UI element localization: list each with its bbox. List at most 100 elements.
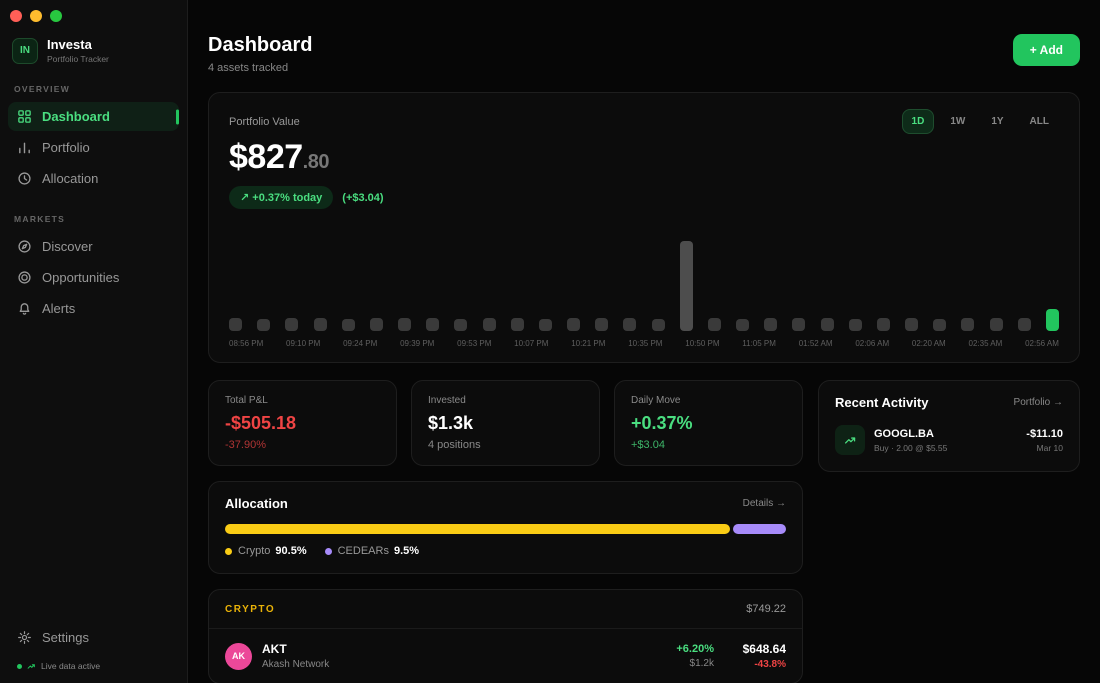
range-button-1y[interactable]: 1Y <box>981 109 1013 134</box>
close-button[interactable] <box>10 10 22 22</box>
app-logo: IN <box>12 37 38 64</box>
minimize-button[interactable] <box>30 10 42 22</box>
live-status: Live data active <box>0 653 187 671</box>
chart-x-labels: 08:56 PM 09:10 PM 09:24 PM 09:39 PM 09:53 PM… <box>229 339 1059 348</box>
chart-bar <box>623 318 637 331</box>
legend-name: Crypto <box>238 545 271 557</box>
chart-bar <box>482 318 496 331</box>
chart-x-label: 02:06 AM <box>855 339 890 348</box>
chart-bar <box>905 318 919 331</box>
sidebar-item-label: Alerts <box>42 301 76 316</box>
app-name: Investa <box>47 37 92 52</box>
sidebar-item-allocation[interactable]: Allocation <box>8 164 179 193</box>
chart-bar <box>454 319 468 331</box>
chart-bar <box>933 319 947 331</box>
section-label-overview: OVERVIEW <box>14 84 71 94</box>
clock-icon <box>18 172 31 185</box>
activity-amount: -$11.10 <box>1026 427 1063 440</box>
chart-bars <box>229 239 1059 331</box>
activity-item-googl[interactable]: GOOGL.BA Buy · 2.00 @ $5.55 -$11.10 Mar … <box>835 425 1063 455</box>
grid-icon <box>18 110 31 123</box>
chart-x-label: 08:56 PM <box>229 339 264 348</box>
sidebar-item-alerts[interactable]: Alerts <box>8 294 179 323</box>
sidebar-item-opportunities[interactable]: Opportunities <box>8 263 179 292</box>
portfolio-link[interactable]: Portfolio → <box>1013 397 1063 408</box>
activity-date: Mar 10 <box>1036 442 1063 453</box>
chart-x-label: 11:05 PM <box>742 339 776 348</box>
sidebar-item-settings[interactable]: Settings <box>8 623 179 652</box>
stat-value: $1.3k <box>428 413 474 433</box>
sidebar: IN Investa Portfolio Tracker OVERVIEW Da… <box>0 0 188 683</box>
chart-bar <box>792 318 806 331</box>
chart-x-label: 10:35 PM <box>628 339 663 348</box>
range-button-all[interactable]: ALL <box>1020 109 1059 134</box>
stat-sub: 4 positions <box>428 439 481 451</box>
stat-value: -$505.18 <box>225 413 297 433</box>
zoom-button[interactable] <box>50 10 62 22</box>
chart-bar <box>1045 309 1059 331</box>
window-controls <box>0 10 187 22</box>
chart-bar <box>313 318 327 331</box>
sidebar-item-label: Discover <box>42 239 93 254</box>
chart-bar <box>341 319 355 331</box>
chart-x-label: 10:50 PM <box>685 339 720 348</box>
chart-bar <box>567 318 581 331</box>
sidebar-item-discover[interactable]: Discover <box>8 232 179 261</box>
live-dot-icon <box>17 663 22 669</box>
chart-bar <box>1017 318 1031 331</box>
stat-card-total-pnl: Total P&L -$505.18 -37.90% <box>208 380 397 466</box>
chart-bar <box>707 318 721 331</box>
crypto-dot-icon <box>225 547 232 555</box>
stat-card-invested: Invested $1.3k 4 positions <box>411 380 600 466</box>
legend-item-crypto: Crypto 90.5% <box>225 545 307 557</box>
chart-bar <box>764 318 778 331</box>
crypto-section-title: CRYPTO <box>225 603 276 615</box>
chart-bar <box>595 318 609 331</box>
stat-label: Invested <box>428 395 466 406</box>
legend-name: CEDEARs <box>337 545 389 557</box>
chart-x-label: 02:20 AM <box>911 339 946 348</box>
portfolio-value-card: Portfolio Value 1D 1W 1Y ALL $827.80 ↗ +… <box>208 92 1080 363</box>
allocation-details-link[interactable]: Details → <box>742 498 786 509</box>
asset-name: Akash Network <box>262 659 330 670</box>
sidebar-item-label: Dashboard <box>42 109 110 124</box>
allocation-legend: Crypto 90.5% CEDEARs 9.5% <box>225 545 786 557</box>
activity-symbol: GOOGL.BA <box>874 427 934 440</box>
app-tagline: Portfolio Tracker <box>47 54 109 64</box>
asset-symbol: AKT <box>262 642 287 656</box>
chart-bar <box>679 241 693 331</box>
legend-pct: 90.5% <box>275 545 307 557</box>
buy-trend-icon <box>835 425 865 455</box>
sidebar-item-portfolio[interactable]: Portfolio <box>8 133 179 162</box>
chart-bar <box>538 319 552 331</box>
chart-x-label: 02:35 AM <box>968 339 1003 348</box>
chart-bar <box>651 319 665 331</box>
chart-bar <box>369 318 383 331</box>
stat-label: Total P&L <box>225 395 268 406</box>
chart-bar <box>848 319 862 331</box>
range-button-1w[interactable]: 1W <box>940 109 975 134</box>
chart-x-label: 09:24 PM <box>343 339 378 348</box>
asset-price: $648.64 <box>742 642 786 656</box>
chart-x-label: 10:21 PM <box>571 339 606 348</box>
sidebar-item-dashboard[interactable]: Dashboard <box>8 102 179 131</box>
gear-icon <box>18 631 31 644</box>
asset-row-akt[interactable]: AK AKT Akash Network +6.20% $1.2k $648.6… <box>209 629 802 683</box>
chart-x-label: 02:56 AM <box>1025 339 1059 348</box>
chart-x-label: 01:52 AM <box>798 339 833 348</box>
chart-bar <box>257 319 271 331</box>
sidebar-item-label: Allocation <box>42 171 99 186</box>
portfolio-value-label: Portfolio Value <box>229 115 300 128</box>
sidebar-item-label: Opportunities <box>42 270 120 285</box>
add-button[interactable]: + Add <box>1012 34 1080 66</box>
page-subtitle: 4 assets tracked <box>208 62 289 74</box>
stat-sub: +$3.04 <box>631 439 665 451</box>
range-button-1d[interactable]: 1D <box>901 109 935 134</box>
chart-x-label: 09:53 PM <box>457 339 492 348</box>
chart-bar <box>398 318 412 331</box>
main-content: Dashboard 4 assets tracked + Add Portfol… <box>188 0 1100 683</box>
time-range-selector: 1D 1W 1Y ALL <box>901 109 1059 134</box>
portfolio-chart: 08:56 PM 09:10 PM 09:24 PM 09:39 PM 09:53 PM… <box>229 239 1059 348</box>
page-title: Dashboard <box>208 34 313 56</box>
trend-up-icon <box>27 663 35 669</box>
